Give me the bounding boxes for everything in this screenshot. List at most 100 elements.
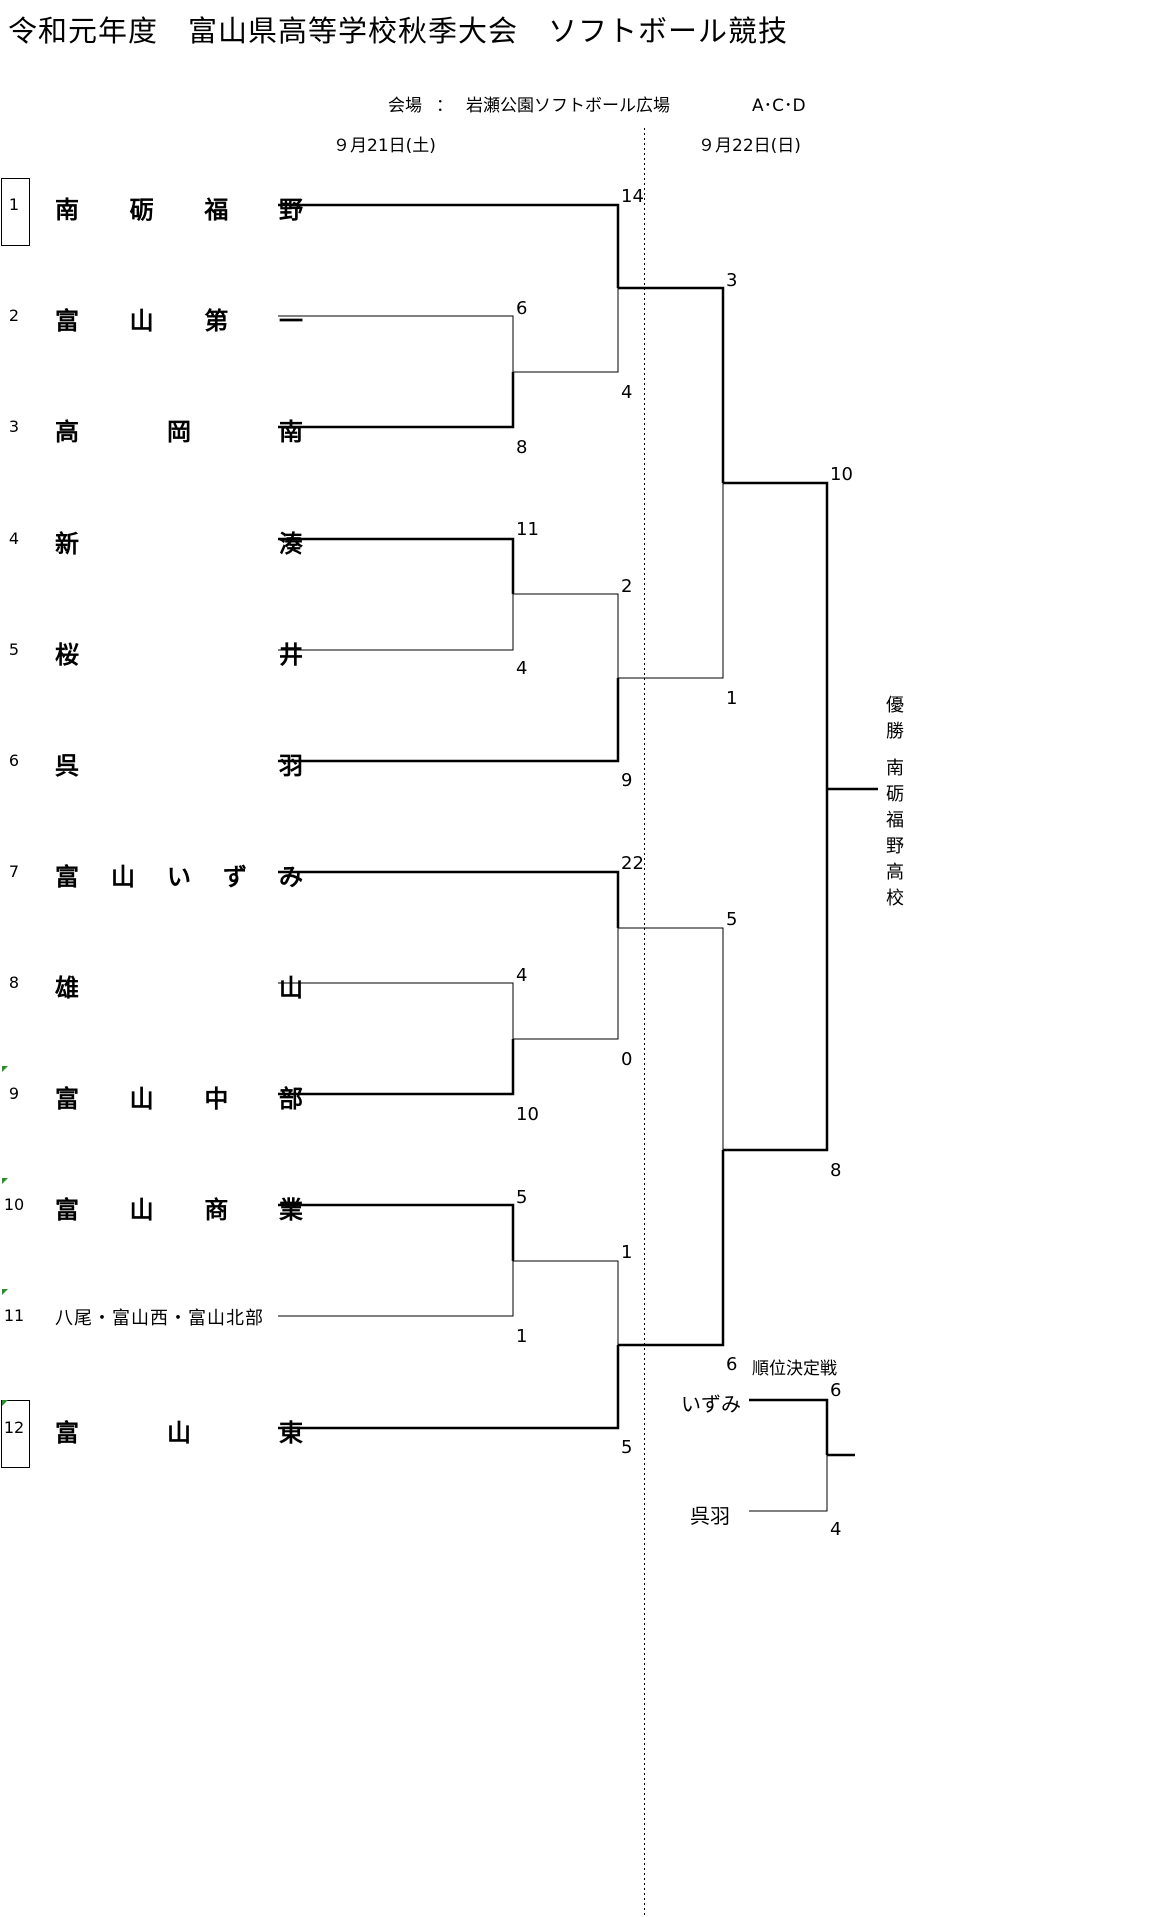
team-name-char: 南: [279, 418, 303, 446]
venue-label: 会場: [388, 96, 422, 116]
line-winner-8-9: [513, 928, 619, 1040]
team-name-char: 呉: [55, 752, 79, 780]
team-name-char: ず: [223, 863, 247, 891]
score-team-8: 4: [516, 965, 528, 986]
line-qf-3: [618, 927, 724, 1150]
team-name-char: 砺: [129, 196, 154, 224]
seed-number: 2: [8, 306, 20, 325]
cell-mark: [2, 1178, 8, 1184]
team-name: 雄山: [55, 968, 303, 1003]
seed-number: 12: [3, 1418, 25, 1437]
score-team-11: 1: [516, 1326, 528, 1347]
score-team-3: 8: [516, 437, 528, 458]
score-winner-8-9: 0: [621, 1049, 633, 1070]
team-name-char: 商: [204, 1196, 229, 1224]
score-team-10: 5: [516, 1187, 528, 1208]
line-team-3: [278, 372, 515, 429]
score-team-12: 5: [621, 1437, 633, 1458]
team-name-char: 山: [279, 974, 303, 1002]
team-name: 高岡南: [55, 412, 303, 447]
line-sf-1: [723, 481, 829, 789]
score-team-2: 6: [516, 298, 528, 319]
placement-score-a: 6: [830, 1380, 842, 1401]
team-name: 南砺福野: [55, 190, 303, 225]
score-qf-1: 3: [726, 270, 738, 291]
team-name-char: 富: [55, 307, 79, 335]
team-name-char: 富: [55, 863, 79, 891]
line-team-8: [278, 982, 514, 1039]
team-name-char: 東: [279, 1419, 303, 1447]
team-name-char: 湊: [279, 530, 303, 558]
team-name-char: 桜: [55, 641, 79, 669]
champion-school: 南砺福 野高校: [886, 758, 904, 909]
score-team-4: 11: [516, 519, 539, 540]
seed-box-12: [1, 1400, 30, 1468]
team-name-char: 高: [55, 418, 79, 446]
line-team-7: [278, 870, 620, 928]
line-team-2: [278, 315, 514, 372]
team-name-char: み: [279, 863, 303, 891]
score-team-6: 9: [621, 770, 633, 791]
team-name-char: 雄: [55, 974, 79, 1002]
seed-number: 5: [8, 640, 20, 659]
bracket-placement: [749, 1398, 855, 1512]
team-name: 富山東: [55, 1413, 303, 1448]
score-team-5: 4: [516, 658, 528, 679]
score-qf-2: 1: [726, 688, 738, 709]
line-sf-2: [723, 789, 829, 1152]
bracket-round1: [278, 315, 515, 1317]
team-name: 富山中部: [55, 1079, 303, 1114]
bracket-semis: [618, 286, 725, 1347]
line-team-9: [278, 1039, 515, 1096]
team-name: 呉羽: [55, 746, 303, 781]
team-name-char: 中: [204, 1085, 229, 1113]
venue-name: 岩瀬公園ソフトボール広場: [466, 96, 670, 116]
score-team-1: 14: [621, 186, 644, 207]
team-name-char: 富: [55, 1419, 79, 1447]
bracket-sheet: 令和元年度 富山県高等学校秋季大会 ソフトボール競技 会場 ： 岩瀬公園ソフトボ…: [1, 14, 904, 1917]
team-name-char: い: [167, 863, 191, 891]
seed-number: 7: [8, 862, 20, 881]
score-winner-10-11: 1: [621, 1242, 633, 1263]
team-name-char: 福: [204, 196, 229, 224]
seed-number: 9: [8, 1084, 20, 1103]
placement-team-b: 呉羽: [690, 1504, 730, 1528]
line-qf-1: [618, 286, 725, 483]
team-name-char: 山: [167, 1419, 191, 1447]
venue-colon: ：: [436, 96, 453, 116]
team-name-char: 一: [278, 307, 303, 335]
team-name-char: 新: [55, 530, 79, 558]
line-team-4: [278, 537, 515, 594]
line-qf-2: [618, 483, 724, 679]
team-name-char: 羽: [279, 752, 303, 780]
team-name-char: 第: [204, 307, 229, 335]
line-team-5: [278, 594, 514, 651]
team-name-char: 野: [278, 196, 303, 224]
page-title: 令和元年度 富山県高等学校秋季大会 ソフトボール競技: [8, 14, 789, 48]
team-name-char: 山: [129, 307, 154, 335]
seed-number: 1: [8, 195, 20, 214]
cell-mark: [2, 1400, 8, 1406]
line-team-12: [278, 1345, 620, 1430]
date-day2: ９月22日(日): [698, 136, 801, 156]
placement-score-b: 4: [830, 1519, 842, 1540]
line-team-11: [278, 1261, 514, 1317]
score-winner-4-5: 2: [621, 576, 633, 597]
team-name: 八尾・富山西・富山北部: [55, 1308, 264, 1329]
line-winner-4-5: [513, 593, 619, 678]
line-team-6: [278, 678, 620, 763]
team-name: 富山第一: [55, 301, 303, 336]
bracket-round2: [278, 203, 620, 1430]
seed-number: 3: [8, 417, 20, 436]
line-placement-a: [749, 1398, 829, 1455]
placement-team-a: いずみ: [681, 1392, 741, 1416]
venue-courts: A･C･D: [752, 96, 806, 116]
team-name: 新湊: [55, 524, 303, 559]
team-name-char: 部: [278, 1085, 303, 1113]
team-name-char: 井: [279, 641, 303, 669]
line-winner-2-3: [513, 288, 619, 373]
seed-number: 6: [8, 751, 20, 770]
score-winner-2-3: 4: [621, 382, 633, 403]
team-name-char: 南: [55, 196, 79, 224]
score-qf-4: 6: [726, 1354, 738, 1375]
